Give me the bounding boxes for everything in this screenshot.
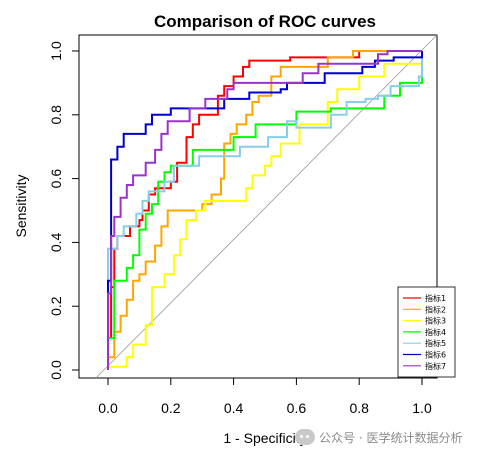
- x-axis-label: 1 - Specificity: [223, 430, 306, 446]
- legend-label-6: 指标6: [425, 350, 446, 360]
- y-tick-label: 0.0: [48, 360, 64, 380]
- y-axis-label: Sensitivity: [13, 174, 29, 237]
- chart-title: Comparison of ROC curves: [154, 12, 376, 31]
- watermark: 公众号 · 医学统计数据分析: [295, 425, 490, 449]
- legend-label-4: 指标4: [425, 327, 446, 337]
- wechat-icon: [295, 429, 315, 445]
- legend-label-5: 指标5: [425, 338, 446, 348]
- roc-line-series-6: [107, 51, 423, 370]
- y-tick-label: 0.6: [48, 169, 64, 189]
- roc-line-series-4: [107, 51, 423, 370]
- legend-label-3: 指标3: [425, 316, 446, 326]
- x-tick-label: 1.0: [412, 400, 432, 416]
- roc-line-series-2: [107, 50, 422, 370]
- y-tick-label: 0.4: [48, 232, 64, 252]
- roc-series-group: [107, 50, 423, 370]
- plot-area: [78, 34, 438, 379]
- legend-label-1: 指标1: [425, 293, 446, 303]
- watermark-text: 公众号 · 医学统计数据分析: [319, 430, 463, 445]
- y-tick-label: 0.2: [48, 296, 64, 316]
- y-tick-label: 1.0: [48, 41, 64, 61]
- x-tick-label: 0.0: [98, 400, 118, 416]
- y-tick-label: 0.8: [48, 105, 64, 125]
- x-axis: 0.0 0.2 0.4 0.6 0.8 1.0: [98, 377, 432, 416]
- y-axis: 0.0 0.2 0.4 0.6 0.8 1.0: [48, 41, 80, 380]
- x-tick-label: 0.4: [224, 400, 244, 416]
- roc-line-series-3: [107, 51, 423, 370]
- x-tick-label: 0.8: [349, 400, 369, 416]
- x-tick-label: 0.2: [161, 400, 181, 416]
- roc-line-series-7: [107, 50, 422, 370]
- x-tick-label: 0.6: [287, 400, 307, 416]
- legend-label-2: 指标2: [425, 304, 446, 314]
- diagonal-reference-line: [95, 34, 438, 379]
- roc-line-series-5: [107, 51, 423, 370]
- legend-label-7: 指标7: [425, 361, 446, 371]
